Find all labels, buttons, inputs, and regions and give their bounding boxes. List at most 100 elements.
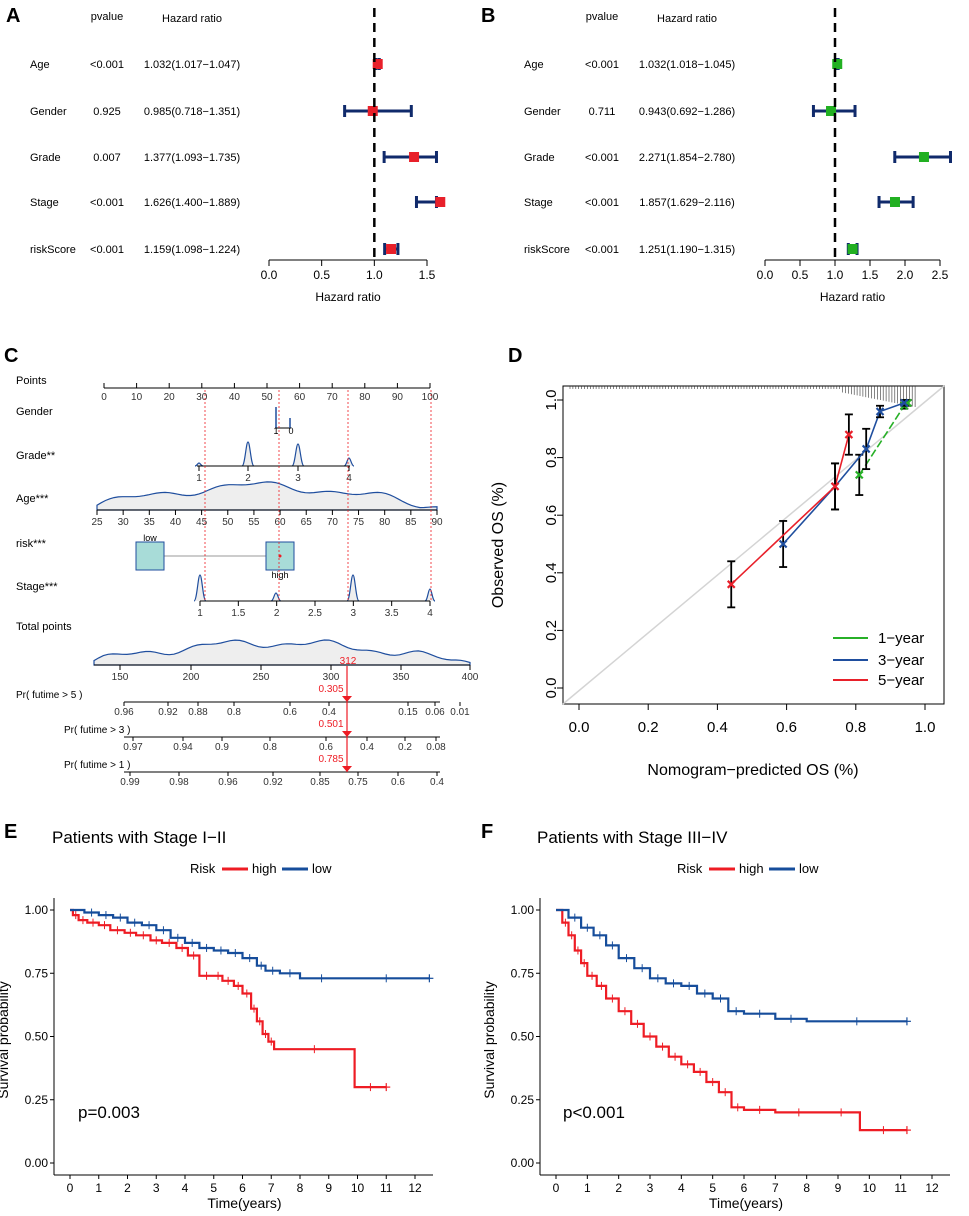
row-pvalue: <0.001 [585, 152, 619, 164]
nomogram-row-label: Total points [16, 621, 72, 633]
calibration-point [854, 470, 864, 480]
nomogram-tick-label: 20 [164, 392, 176, 403]
y-tick-label: 0.25 [25, 1093, 49, 1107]
probability-tick-label: 0.9 [215, 742, 229, 753]
x-tick-label: 0 [553, 1181, 560, 1195]
row-hr-text: 1.377(1.093−1.735) [144, 152, 240, 164]
nomogram-tick-label: 50 [222, 517, 234, 528]
probability-tick-label: 0.94 [173, 742, 193, 753]
panel-label-a: A [6, 5, 20, 27]
x-tick-label: 0.6 [776, 719, 797, 736]
hr-point-marker [409, 152, 420, 162]
y-tick-label: 1.00 [25, 903, 49, 917]
x-tick-label: 1.0 [827, 268, 844, 282]
nomogram-tick-label: 55 [248, 517, 260, 528]
x-tick-label: 1 [584, 1181, 591, 1195]
nomogram-tick-label: 200 [183, 672, 200, 683]
y-tick-label: 0.50 [25, 1030, 49, 1044]
nomogram-tick-label: 4 [346, 473, 352, 484]
header-pvalue: pvalue [91, 11, 123, 23]
probability-tick-label: 0.08 [426, 742, 446, 753]
nomogram-tick-label: 90 [392, 392, 404, 403]
x-tick-label: 2 [615, 1181, 622, 1195]
y-axis-title: Survival probability [481, 981, 497, 1099]
x-tick-label: 12 [408, 1181, 422, 1195]
row-pvalue: <0.001 [585, 244, 619, 256]
nomogram-tick-label: 150 [112, 672, 129, 683]
row-label: Age [524, 59, 544, 71]
calibration-line [782, 402, 905, 545]
probability-tick-label: 0.6 [283, 707, 297, 718]
x-tick-label: 0.2 [638, 719, 659, 736]
x-axis-title: Time(years) [207, 1195, 281, 1211]
density-bump [346, 574, 360, 602]
row-label: Grade [30, 152, 61, 164]
header-pvalue: pvalue [586, 11, 618, 23]
density-bump [241, 441, 255, 467]
y-tick-label: 1.0 [543, 390, 560, 411]
x-tick-label: 0.0 [569, 719, 590, 736]
row-hr-text: 1.626(1.400−1.889) [144, 197, 240, 209]
row-pvalue: <0.001 [90, 197, 124, 209]
x-tick-label: 11 [380, 1181, 393, 1195]
nomogram-tick-label: 50 [261, 392, 273, 403]
probability-row-label: Pr( futime > 5 ) [16, 690, 82, 701]
row-hr-text: 0.985(0.718−1.351) [144, 106, 240, 118]
x-tick-label: 10 [863, 1181, 877, 1195]
row-label: Stage [30, 197, 59, 209]
nomogram-tick-label: 3 [351, 608, 357, 619]
x-tick-label: 0.0 [261, 268, 278, 282]
nomogram-tick-label: 30 [196, 392, 208, 403]
calibration-plot-d: 0.0 0.2 0.4 0.6 0.8 1.0 0.0 0.2 0.4 0.6 0.8 1.0 Nomo… [490, 385, 945, 779]
nomogram-tick-label: 1.5 [231, 608, 245, 619]
x-axis-title: Hazard ratio [820, 290, 886, 304]
density-bump [424, 588, 436, 602]
x-tick-label: 6 [239, 1181, 246, 1195]
survival-curve-high [70, 908, 387, 1089]
gender-tick-label: 1 [273, 426, 278, 436]
density-curve [93, 639, 471, 666]
probability-value: 0.785 [318, 754, 343, 765]
hr-point-marker [826, 106, 837, 116]
x-tick-label: 3 [647, 1181, 654, 1195]
x-tick-label: 0.0 [757, 268, 774, 282]
survival-curve-high [556, 908, 907, 1132]
row-label: riskScore [30, 244, 76, 256]
plot-frame [562, 385, 945, 705]
row-pvalue: 0.007 [93, 152, 121, 164]
y-tick-label: 0.00 [25, 1156, 49, 1170]
panel-label-d: D [508, 345, 522, 367]
row-pvalue: <0.001 [90, 59, 124, 71]
km-title: Patients with Stage I−II [52, 828, 226, 847]
row-pvalue: 0.925 [93, 106, 121, 118]
legend-label-low: low [312, 861, 332, 876]
panel-label-c: C [4, 345, 18, 367]
nomogram-tick-label: 3 [295, 473, 301, 484]
hr-point-marker [386, 244, 397, 254]
nomogram-tick-label: 90 [431, 517, 443, 528]
x-tick-label: 2.0 [897, 268, 914, 282]
nomogram-tick-label: 250 [253, 672, 270, 683]
y-tick-label: 0.75 [511, 966, 535, 980]
x-tick-label: 2.5 [932, 268, 949, 282]
survival-curve-low [556, 908, 907, 1023]
probability-tick-label: 0.4 [430, 777, 444, 788]
nomogram-tick-label: 400 [462, 672, 479, 683]
hr-point-marker [372, 59, 383, 69]
x-tick-label: 0.5 [792, 268, 809, 282]
nomogram-tick-label: 65 [301, 517, 313, 528]
nomogram-tick-label: 70 [327, 517, 339, 528]
nomogram-tick-label: 300 [323, 672, 340, 683]
row-label: Gender [30, 106, 67, 118]
nomogram-tick-label: 40 [170, 517, 182, 528]
probability-tick-label: 0.99 [120, 777, 140, 788]
row-pvalue: <0.001 [585, 59, 619, 71]
y-tick-label: 0.4 [543, 562, 560, 583]
nomogram-tick-label: 3.5 [385, 608, 399, 619]
header-hazard-ratio: Hazard ratio [162, 13, 222, 25]
probability-tick-label: 0.92 [263, 777, 283, 788]
x-tick-label: 8 [297, 1181, 304, 1195]
nomogram-tick-label: 80 [359, 392, 371, 403]
probability-tick-label: 0.8 [263, 742, 277, 753]
